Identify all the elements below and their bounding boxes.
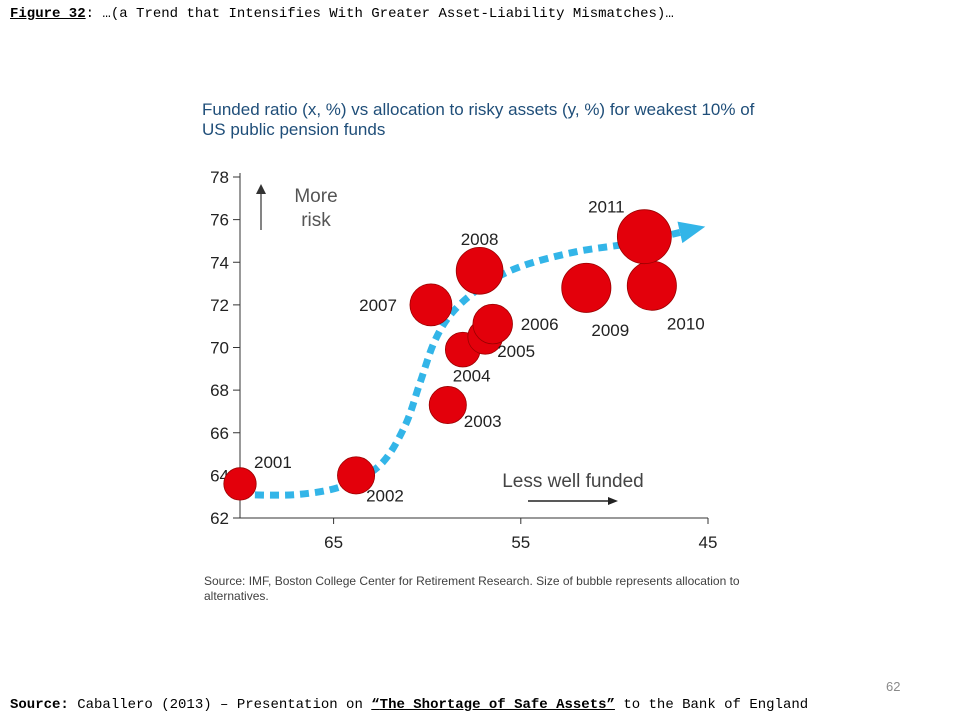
footer-tail: to the Bank of England [614, 697, 809, 713]
bubble-label-2003: 2003 [464, 412, 502, 431]
bubble-2001 [223, 467, 257, 501]
figure-number: Figure 32 [10, 6, 86, 22]
y-tick-label: 74 [210, 253, 229, 272]
x-tick-label: 45 [699, 533, 718, 552]
bubble-label-2008: 2008 [461, 230, 499, 249]
bubble-2011 [616, 209, 672, 265]
bubble-2010 [626, 260, 677, 311]
more-risk-label-line1: More [294, 186, 337, 207]
bubble-label-2009: 2009 [591, 321, 629, 340]
footer-text: Caballero (2013) – Presentation on [68, 697, 372, 713]
footer-label: Source: [10, 697, 69, 713]
figure-separator: : [85, 6, 95, 22]
y-tick-label: 62 [210, 509, 229, 528]
trend-arrowhead [677, 221, 706, 244]
y-tick-label: 68 [210, 381, 229, 400]
footer-title: The Shortage of Safe Assets [379, 697, 607, 713]
bubble-2008 [455, 246, 504, 295]
y-tick-label: 66 [210, 424, 229, 443]
page-number: 62 [886, 679, 901, 694]
bubble-2009 [561, 262, 612, 313]
more-risk-label-line2: risk [301, 210, 331, 231]
x-tick-label: 65 [324, 533, 343, 552]
bubble-label-2006: 2006 [521, 315, 559, 334]
chart-title: Funded ratio (x, %) vs allocation to ris… [202, 100, 755, 139]
chart-source-note: Source: IMF, Boston College Center for R… [204, 574, 740, 603]
bubble-2006 [472, 303, 513, 345]
x-tick-label: 55 [511, 533, 530, 552]
bubble-label-2011: 2011 [588, 198, 625, 217]
y-tick-label: 70 [210, 339, 229, 358]
trend-line [239, 229, 681, 499]
bubble-2002 [337, 456, 376, 495]
footer-close-quote: ” [606, 697, 615, 713]
bubble-label-2005: 2005 [497, 342, 535, 361]
bubble-2003 [428, 386, 467, 425]
figure-heading: Figure 32: …(a Trend that Intensifies Wi… [10, 6, 674, 22]
bubble-label-2001: 2001 [254, 453, 292, 472]
bubble-label-2007: 2007 [359, 296, 397, 315]
bubble-label-2004: 2004 [453, 367, 491, 386]
y-tick-label: 78 [210, 168, 229, 187]
more-risk-arrowhead [256, 184, 266, 194]
y-tick-label: 72 [210, 296, 229, 315]
bubble-2007 [409, 283, 453, 327]
figure-caption: …(a Trend that Intensifies With Greater … [94, 6, 674, 22]
footer-open-quote: “ [371, 697, 380, 713]
bubble-label-2002: 2002 [366, 486, 404, 505]
bubble-label-2010: 2010 [667, 315, 705, 334]
chart-panel: Funded ratio (x, %) vs allocation to ris… [190, 92, 770, 612]
y-tick-label: 76 [210, 211, 229, 230]
less-well-funded-arrowhead [608, 497, 618, 505]
slide-footer: Source: Caballero (2013) – Presentation … [10, 697, 808, 713]
less-well-funded-label: Less well funded [502, 471, 644, 492]
